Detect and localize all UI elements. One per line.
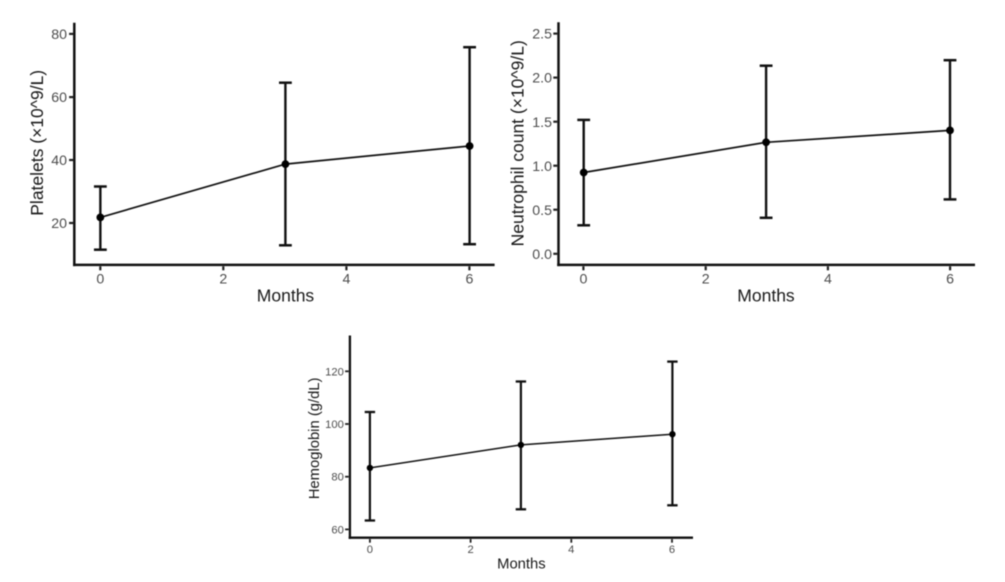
svg-text:Platelets (×10^9/L): Platelets (×10^9/L) bbox=[27, 70, 47, 216]
svg-text:4: 4 bbox=[342, 271, 350, 287]
svg-text:2.5: 2.5 bbox=[532, 27, 552, 43]
svg-text:0.0: 0.0 bbox=[532, 247, 552, 263]
svg-text:100: 100 bbox=[325, 419, 344, 431]
svg-text:1.5: 1.5 bbox=[532, 115, 552, 131]
svg-text:0: 0 bbox=[579, 271, 587, 287]
svg-text:Months: Months bbox=[737, 286, 795, 306]
svg-text:6: 6 bbox=[669, 544, 675, 556]
svg-text:4: 4 bbox=[568, 544, 574, 556]
svg-text:6: 6 bbox=[465, 271, 473, 287]
svg-text:4: 4 bbox=[824, 271, 832, 287]
svg-text:60: 60 bbox=[51, 90, 67, 106]
svg-text:Months: Months bbox=[257, 286, 315, 306]
svg-text:0: 0 bbox=[367, 544, 373, 556]
svg-text:120: 120 bbox=[325, 366, 344, 378]
svg-text:60: 60 bbox=[331, 524, 343, 536]
svg-text:40: 40 bbox=[51, 153, 67, 169]
svg-text:Months: Months bbox=[497, 556, 546, 572]
svg-text:2.0: 2.0 bbox=[532, 71, 552, 87]
svg-text:80: 80 bbox=[51, 27, 67, 43]
svg-text:Neutrophil count (×10^9/L): Neutrophil count (×10^9/L) bbox=[507, 40, 527, 246]
svg-text:Hemoglobin (g/dL): Hemoglobin (g/dL) bbox=[307, 377, 323, 499]
svg-text:0.5: 0.5 bbox=[532, 203, 552, 219]
svg-text:20: 20 bbox=[51, 216, 67, 232]
svg-text:80: 80 bbox=[331, 472, 343, 484]
svg-text:2: 2 bbox=[702, 271, 710, 287]
svg-text:2: 2 bbox=[467, 544, 473, 556]
svg-text:1.0: 1.0 bbox=[532, 159, 552, 175]
svg-text:2: 2 bbox=[219, 271, 227, 287]
svg-text:0: 0 bbox=[96, 271, 104, 287]
svg-text:6: 6 bbox=[946, 271, 954, 287]
